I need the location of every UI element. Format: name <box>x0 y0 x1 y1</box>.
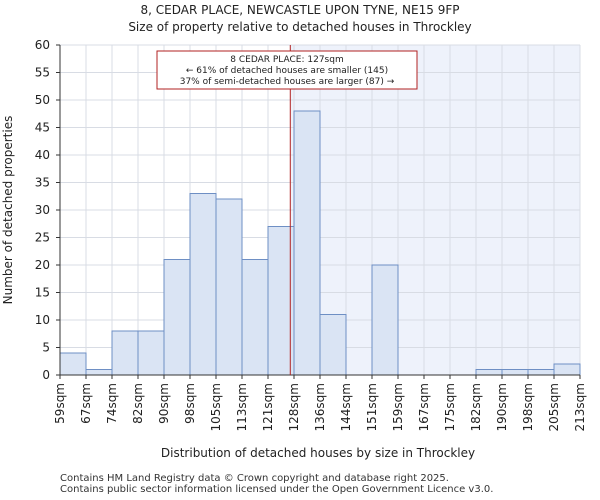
x-tick-label: 121sqm <box>261 383 275 431</box>
y-tick-label: 10 <box>35 313 50 327</box>
x-tick-label: 175sqm <box>443 383 457 431</box>
y-tick-label: 35 <box>35 176 50 190</box>
histogram-bar <box>163 259 191 376</box>
histogram-bar <box>189 193 217 376</box>
x-tick-label: 182sqm <box>469 383 483 431</box>
y-tick-label: 40 <box>35 148 50 162</box>
x-tick-label: 213sqm <box>573 383 587 431</box>
footer-copyright: Contains HM Land Registry data © Crown c… <box>60 473 449 484</box>
x-tick-label: 74sqm <box>105 383 119 424</box>
x-tick-label: 136sqm <box>313 383 327 431</box>
x-axis-label: Distribution of detached houses by size … <box>161 446 475 460</box>
histogram-bar <box>319 314 347 376</box>
x-tick-label: 98sqm <box>183 383 197 424</box>
histogram-bar <box>527 369 555 376</box>
footer-licence: Contains public sector information licen… <box>60 484 494 495</box>
histogram-bar <box>59 352 87 376</box>
y-tick-label: 55 <box>35 66 50 80</box>
histogram-bar <box>553 363 581 376</box>
x-tick-label: 167sqm <box>417 383 431 431</box>
y-axis-label: Number of detached properties <box>1 116 15 305</box>
annotation-box: 8 CEDAR PLACE: 127sqm ← 61% of detached … <box>156 50 418 90</box>
histogram-bar <box>475 369 503 376</box>
y-tick-label: 20 <box>35 258 50 272</box>
chart-subtitle: Size of property relative to detached ho… <box>128 20 471 34</box>
x-tick-label: 198sqm <box>521 383 535 431</box>
annotation-frame <box>156 50 418 90</box>
x-tick-label: 190sqm <box>495 383 509 431</box>
histogram-bar <box>371 264 399 376</box>
x-tick-label: 82sqm <box>131 383 145 424</box>
x-tick-label: 205sqm <box>547 383 561 431</box>
x-tick-label: 67sqm <box>79 383 93 424</box>
chart-title: 8, CEDAR PLACE, NEWCASTLE UPON TYNE, NE1… <box>141 3 460 17</box>
histogram-bar <box>137 330 165 376</box>
x-tick-label: 151sqm <box>365 383 379 431</box>
x-tick-label: 159sqm <box>391 383 405 431</box>
y-tick-label: 45 <box>35 121 50 135</box>
x-tick-label: 144sqm <box>339 383 353 431</box>
y-tick-label: 0 <box>42 368 50 382</box>
x-tick-label: 90sqm <box>157 383 171 424</box>
x-tick-label: 105sqm <box>209 383 223 431</box>
histogram-bar <box>111 330 139 376</box>
histogram-bar <box>267 226 295 376</box>
annotation-line-2: ← 61% of detached houses are smaller (14… <box>186 66 388 76</box>
histogram-bar <box>85 369 113 376</box>
y-tick-label: 5 <box>42 341 50 355</box>
y-tick-label: 50 <box>35 93 50 107</box>
annotation-line-1: 8 CEDAR PLACE: 127sqm <box>230 55 343 65</box>
histogram-bar <box>241 259 269 376</box>
histogram-bar <box>293 110 321 376</box>
y-tick-label: 30 <box>35 203 50 217</box>
y-tick-label: 60 <box>35 38 50 52</box>
y-tick-label: 15 <box>35 286 50 300</box>
x-tick-label: 59sqm <box>53 383 67 424</box>
histogram-bar <box>215 198 243 376</box>
x-tick-label: 128sqm <box>287 383 301 431</box>
annotation-line-3: 37% of semi-detached houses are larger (… <box>180 77 395 87</box>
y-tick-label: 25 <box>35 231 50 245</box>
histogram-bar <box>501 369 529 376</box>
x-tick-label: 113sqm <box>235 383 249 431</box>
